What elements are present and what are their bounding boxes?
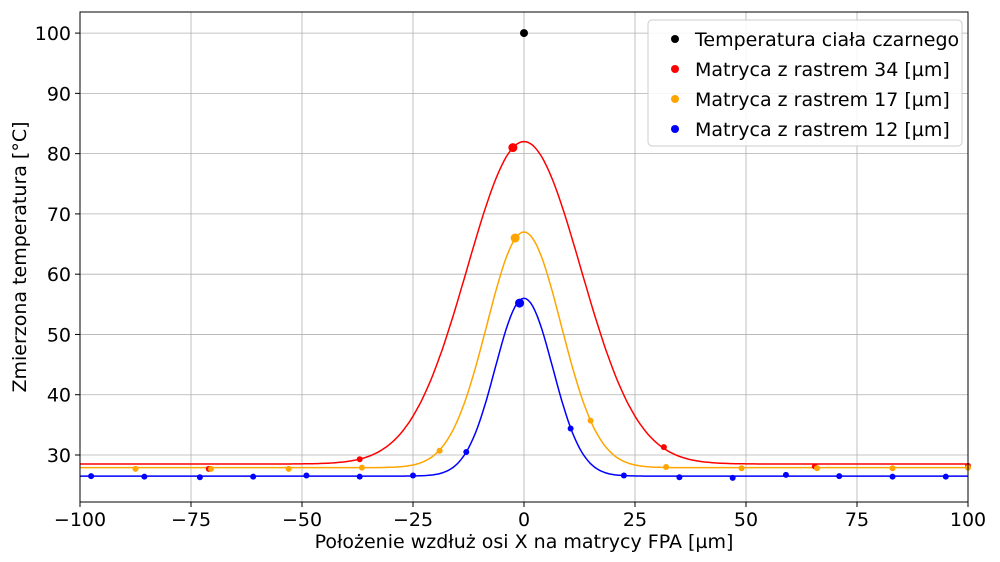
fit-curve (80, 231, 968, 469)
data-point (660, 444, 667, 451)
ticks: −100 −75 −50 −25 0 25 50 75 100 30 40 50 60 70 80 90 100 (35, 23, 986, 531)
data-point (463, 448, 470, 455)
data-point (303, 472, 310, 479)
data-point (285, 465, 292, 472)
data-point (729, 474, 736, 481)
legend-marker (671, 125, 679, 133)
peak-point (515, 298, 525, 308)
x-tick-label: 0 (518, 509, 530, 531)
x-tick-label: 25 (623, 509, 647, 531)
x-tick-label: −50 (282, 509, 322, 531)
fit-curve (80, 140, 968, 465)
legend: Temperatura ciała czarnego Matryca z rast… (647, 19, 963, 147)
legend-label: Matryca z rastrem 17 [µm] (695, 89, 950, 111)
data-point (814, 465, 821, 472)
legend-marker (671, 95, 679, 103)
fit-curves (80, 140, 968, 477)
data-point (356, 473, 363, 480)
data-point (410, 472, 416, 479)
peak-point (510, 233, 520, 243)
y-tick-label: 50 (47, 324, 71, 346)
x-tick-label: −25 (393, 509, 433, 531)
data-points (88, 29, 971, 481)
x-tick-label: 100 (950, 509, 986, 531)
x-tick-label: 75 (845, 509, 869, 531)
data-point (141, 473, 148, 480)
data-point (250, 473, 257, 480)
y-tick-label: 70 (47, 204, 71, 226)
legend-marker (671, 65, 679, 73)
x-tick-label: −75 (171, 509, 211, 531)
legend-marker (671, 35, 679, 43)
x-tick-label: 50 (734, 509, 758, 531)
x-axis-label: Położenie wzdłuż osi X na matrycy FPA [µ… (315, 531, 734, 553)
data-point (88, 473, 95, 480)
y-tick-label: 90 (47, 83, 71, 105)
data-point (676, 474, 683, 481)
data-point (567, 425, 574, 432)
data-point (436, 447, 443, 454)
y-tick-label: 30 (47, 445, 71, 467)
data-point (358, 464, 365, 471)
data-point (620, 472, 627, 479)
y-tick-label: 60 (47, 264, 71, 286)
data-point (196, 474, 203, 481)
data-point (889, 473, 896, 480)
legend-label: Matryca z rastrem 12 [µm] (695, 119, 950, 141)
data-point (738, 465, 745, 472)
y-tick-label: 80 (47, 144, 71, 166)
peak-point (508, 143, 518, 153)
data-point (782, 471, 789, 478)
data-point (520, 29, 528, 38)
y-tick-label: 40 (47, 385, 71, 407)
y-tick-label: 100 (35, 23, 71, 45)
y-axis-label: Zmierzona temperatura [°C] (9, 121, 31, 392)
data-point (356, 456, 363, 463)
data-point (836, 473, 843, 480)
data-point (663, 464, 670, 471)
data-point (942, 473, 949, 480)
data-point (587, 417, 594, 424)
fit-curve (80, 297, 968, 477)
x-tick-label: −100 (54, 509, 106, 531)
legend-label: Temperatura ciała czarnego (694, 29, 959, 51)
legend-box (647, 19, 963, 147)
data-point (889, 465, 896, 472)
data-point (132, 465, 139, 472)
data-point (207, 465, 214, 472)
legend-label: Matryca z rastrem 34 [µm] (695, 59, 950, 81)
